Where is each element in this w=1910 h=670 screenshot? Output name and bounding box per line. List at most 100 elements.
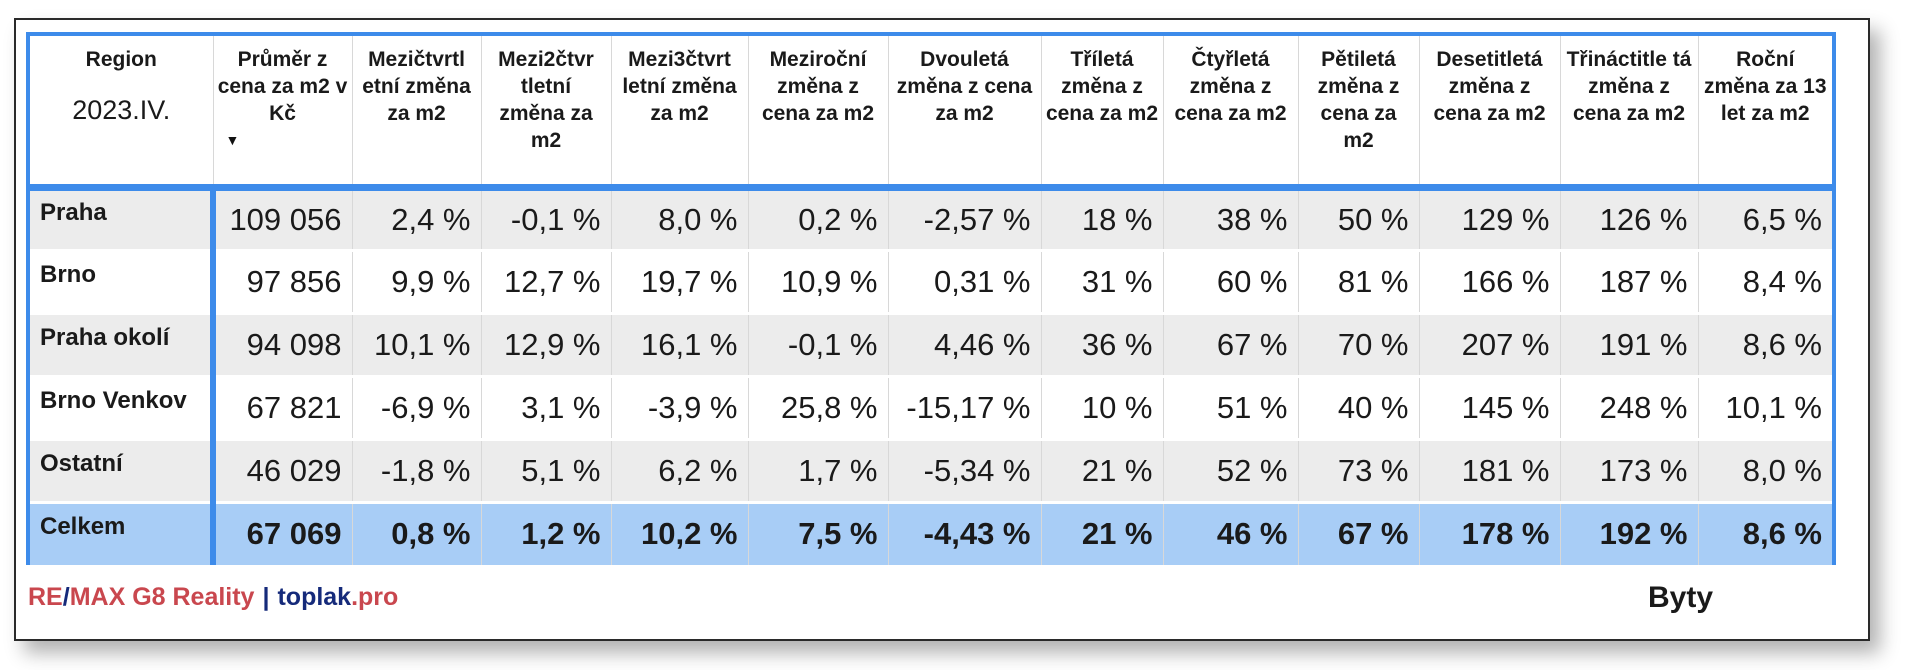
column-header-label: Roční změna za 13 let za m2 bbox=[1703, 48, 1827, 125]
brand-re: RE bbox=[28, 583, 63, 611]
table-cell: 10,1 % bbox=[1698, 376, 1832, 441]
table-row: Praha 109 056 2,4 % -0,1 % 8,0 % 0,2 % -… bbox=[30, 187, 1832, 252]
column-header-label: Dvouletá změna z cena za m2 bbox=[896, 48, 1033, 125]
table-cell: 19,7 % bbox=[611, 250, 749, 315]
column-header-3q[interactable]: Mezi3čtvrt letní změna za m2 bbox=[611, 36, 749, 191]
table-row: Praha okolí 94 098 10,1 % 12,9 % 16,1 % … bbox=[30, 313, 1832, 378]
table-cell: -3,9 % bbox=[611, 376, 749, 441]
table-cell: 73 % bbox=[1298, 439, 1420, 504]
table-cell: 70 % bbox=[1298, 313, 1420, 378]
table-cell: -6,9 % bbox=[352, 376, 482, 441]
table-cell: 97 856 bbox=[213, 250, 353, 315]
table-cell: 126 % bbox=[1560, 187, 1699, 252]
table-cell: 18 % bbox=[1041, 187, 1164, 252]
table-cell: 191 % bbox=[1560, 313, 1699, 378]
period-label: 2023.IV. bbox=[72, 95, 171, 125]
brand-max: MAX G8 Reality bbox=[69, 583, 255, 611]
table-cell: 0,8 % bbox=[352, 502, 482, 565]
brand-footer: RE/MAX G8 Reality | toplak.pro bbox=[28, 583, 398, 612]
total-row: Celkem 67 069 0,8 % 1,2 % 10,2 % 7,5 % -… bbox=[30, 502, 1832, 565]
table-cell: -1,8 % bbox=[352, 439, 482, 504]
table-cell: 173 % bbox=[1560, 439, 1699, 504]
table-cell: 12,7 % bbox=[481, 250, 612, 315]
table-cell: 51 % bbox=[1163, 376, 1299, 441]
table-cell: 40 % bbox=[1298, 376, 1420, 441]
column-header-2y[interactable]: Dvouletá změna z cena za m2 bbox=[888, 36, 1042, 191]
table-cell: 8,6 % bbox=[1698, 502, 1832, 565]
column-header-label: Třináctitle tá změna z cena za m2 bbox=[1566, 48, 1692, 125]
table-cell: 46 % bbox=[1163, 502, 1299, 565]
table-cell: 50 % bbox=[1298, 187, 1420, 252]
column-header-10y[interactable]: Desetitletá změna z cena za m2 bbox=[1419, 36, 1561, 191]
table-cell: 12,9 % bbox=[481, 313, 612, 378]
column-header-label: Mezi3čtvrt letní změna za m2 bbox=[622, 48, 737, 125]
brand-separator: | bbox=[262, 583, 270, 611]
table-cell: 5,1 % bbox=[481, 439, 612, 504]
column-header-avg-price[interactable]: Průměr z cena za m2 v Kč ▼ bbox=[213, 36, 353, 191]
column-header-3y[interactable]: Tříletá změna z cena za m2 bbox=[1041, 36, 1164, 191]
table-cell: 1,2 % bbox=[481, 502, 612, 565]
table-cell: -15,17 % bbox=[888, 376, 1042, 441]
table-cell: 8,4 % bbox=[1698, 250, 1832, 315]
table-cell: 52 % bbox=[1163, 439, 1299, 504]
brand-pro: .pro bbox=[351, 583, 399, 611]
column-header-qoq[interactable]: Mezičtvrtl etní změna za m2 bbox=[352, 36, 482, 191]
table-cell: 67 % bbox=[1163, 313, 1299, 378]
table-cell: -0,1 % bbox=[481, 187, 612, 252]
table-cell: -2,57 % bbox=[888, 187, 1042, 252]
column-header-2q[interactable]: Mezi2čtvr tletní změna za m2 bbox=[481, 36, 612, 191]
table-body: Praha 109 056 2,4 % -0,1 % 8,0 % 0,2 % -… bbox=[30, 187, 1832, 565]
column-header-13y[interactable]: Třináctitle tá změna z cena za m2 bbox=[1560, 36, 1699, 191]
table-cell: 129 % bbox=[1419, 187, 1561, 252]
table-cell: 8,6 % bbox=[1698, 313, 1832, 378]
table-cell: 181 % bbox=[1419, 439, 1561, 504]
column-header-yoy[interactable]: Meziroční změna z cena za m2 bbox=[748, 36, 889, 191]
table-cell: 46 029 bbox=[213, 439, 353, 504]
triangle-down-icon[interactable]: ▼ bbox=[225, 132, 240, 148]
table-cell: 16,1 % bbox=[611, 313, 749, 378]
column-header-label: Průměr z cena za m2 v Kč bbox=[217, 48, 348, 125]
brand-toplak: toplak bbox=[277, 583, 352, 611]
column-header-label: Mezi2čtvr tletní změna za m2 bbox=[498, 48, 594, 152]
column-header-4y[interactable]: Čtyřletá změna z cena za m2 bbox=[1163, 36, 1299, 191]
table-cell: 60 % bbox=[1163, 250, 1299, 315]
region-column-header[interactable]: Region 2023.IV. bbox=[30, 36, 214, 191]
table-cell: 109 056 bbox=[213, 187, 353, 252]
table-cell: 3,1 % bbox=[481, 376, 612, 441]
table-cell: 10 % bbox=[1041, 376, 1164, 441]
column-header-label: Tříletá změna z cena za m2 bbox=[1045, 48, 1159, 125]
table-cell: 166 % bbox=[1419, 250, 1561, 315]
table-cell: 10,2 % bbox=[611, 502, 749, 565]
table-cell: 9,9 % bbox=[352, 250, 482, 315]
table-cell: 8,0 % bbox=[1698, 439, 1832, 504]
table-cell: 145 % bbox=[1419, 376, 1561, 441]
table-cell: 67 821 bbox=[213, 376, 353, 441]
region-name: Praha okolí bbox=[30, 313, 216, 378]
region-name: Brno Venkov bbox=[30, 376, 216, 441]
table-cell: 0,2 % bbox=[748, 187, 889, 252]
table-cell: 1,7 % bbox=[748, 439, 889, 504]
table-cell: 6,5 % bbox=[1698, 187, 1832, 252]
region-label: Region bbox=[85, 48, 157, 71]
table-cell: 178 % bbox=[1419, 502, 1561, 565]
table-cell: 187 % bbox=[1560, 250, 1699, 315]
table-cell: 38 % bbox=[1163, 187, 1299, 252]
price-table: Region 2023.IV. Průměr z cena za m2 v Kč… bbox=[30, 36, 1832, 565]
table-cell: -5,34 % bbox=[888, 439, 1042, 504]
table-cell: 81 % bbox=[1298, 250, 1420, 315]
column-header-label: Desetitletá změna z cena za m2 bbox=[1433, 48, 1546, 125]
table-cell: 67 069 bbox=[213, 502, 353, 565]
brand-slash: / bbox=[62, 583, 70, 611]
column-header-annual-13y[interactable]: Roční změna za 13 let za m2 bbox=[1698, 36, 1832, 191]
region-name: Brno bbox=[30, 250, 216, 315]
table-cell: 94 098 bbox=[213, 313, 353, 378]
table-cell: 25,8 % bbox=[748, 376, 889, 441]
table-cell: 67 % bbox=[1298, 502, 1420, 565]
column-header-label: Čtyřletá změna z cena za m2 bbox=[1174, 48, 1287, 125]
table-row: Brno 97 856 9,9 % 12,7 % 19,7 % 10,9 % 0… bbox=[30, 250, 1832, 315]
table-cell: 8,0 % bbox=[611, 187, 749, 252]
column-header-5y[interactable]: Pětiletá změna z cena za m2 bbox=[1298, 36, 1420, 191]
price-table-container: Region 2023.IV. Průměr z cena za m2 v Kč… bbox=[26, 32, 1836, 565]
property-type-label: Byty bbox=[1648, 581, 1714, 614]
table-cell: 31 % bbox=[1041, 250, 1164, 315]
